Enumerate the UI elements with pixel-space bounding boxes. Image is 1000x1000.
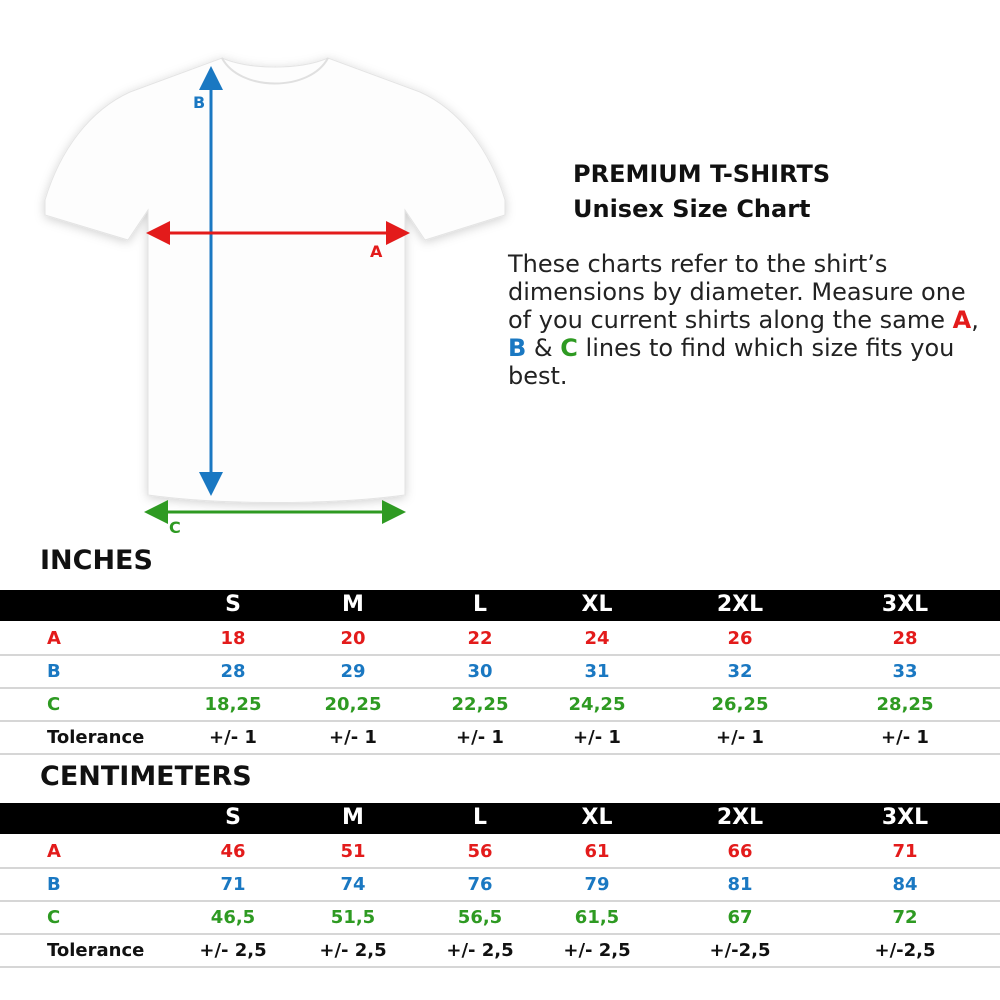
instructions: These charts refer to the shirt’s dimens… [508,250,988,390]
table-row: A 18 20 22 24 26 28 [0,623,1000,656]
cell-value: 24 [584,628,610,649]
table-row: Tolerance +/- 2,5 +/- 2,5 +/- 2,5 +/- 2,5 +/-… [0,935,1000,968]
cell-value: 46,5 [210,907,256,928]
cell-value: +/- 2,5 [199,940,267,961]
cell-value: 29 [340,661,366,682]
cell-value: +/- 2,5 [446,940,514,961]
sep: & [526,334,561,362]
cell-value: 79 [584,874,610,895]
table-row: Tolerance +/- 1 +/- 1 +/- 1 +/- 1 +/- 1 +/- 1 [0,722,1000,755]
tshirt-diagram: B A C [44,57,506,537]
row-label: A [47,841,61,862]
row-label: A [47,628,61,649]
size-header-row: S M L XL 2XL 3XL [0,590,1000,621]
table-row: A 46 51 56 61 66 71 [0,836,1000,869]
row-label: Tolerance [47,727,145,748]
chart-subtitle: Unisex Size Chart [573,195,811,223]
cell-value: +/- 1 [456,727,504,748]
row-label: B [47,874,61,895]
letter-c: C [560,334,578,362]
sep: , [971,306,979,334]
cell-value: 51 [340,841,366,862]
centimeters-table: S M L XL 2XL 3XL A 46 51 56 61 66 71 B 71 74 76 79 81 84 C 46… [0,803,1000,968]
label-b: B [193,93,205,112]
cell-value: 26 [727,628,753,649]
cell-value: 51,5 [330,907,376,928]
inches-title: INCHES [40,545,153,576]
size-header: XL [581,805,613,830]
cell-value: +/- 1 [716,727,764,748]
table-row: C 18,25 20,25 22,25 24,25 26,25 28,25 [0,689,1000,722]
cell-value: 30 [467,661,493,682]
cell-value: 26,25 [711,694,769,715]
table-row: B 71 74 76 79 81 84 [0,869,1000,902]
size-header: XL [581,592,613,617]
size-header: L [472,805,488,830]
instructions-text: These charts refer to the shirt’s dimens… [508,250,966,334]
cell-value: 20,25 [324,694,382,715]
cell-value: 56 [467,841,493,862]
row-label: C [47,907,61,928]
chart-title: PREMIUM T-SHIRTS [573,160,831,188]
table-row: B 28 29 30 31 32 33 [0,656,1000,689]
cell-value: 22 [467,628,493,649]
cell-value: +/- 1 [209,727,257,748]
size-header: S [225,805,241,830]
inches-table: S M L XL 2XL 3XL A 18 20 22 24 26 28 B 28 29 30 31 32 33 C 18… [0,590,1000,755]
cell-value: 74 [340,874,366,895]
cell-value: 28,25 [876,694,934,715]
label-c: C [169,518,181,537]
cell-value: 24,25 [568,694,626,715]
cell-value: 61 [584,841,610,862]
label-a: A [370,242,383,261]
cell-value: +/- 1 [573,727,621,748]
size-header: M [342,805,364,830]
cell-value: 66 [727,841,753,862]
size-header: L [472,592,488,617]
size-header-row: S M L XL 2XL 3XL [0,803,1000,834]
cell-value: +/- 2,5 [319,940,387,961]
cell-value: 81 [727,874,753,895]
cell-value: +/-2,5 [709,940,771,961]
size-header: 2XL [716,592,764,617]
cell-value: 31 [584,661,610,682]
tshirt-shape [44,57,506,503]
cell-value: 28 [892,628,918,649]
cell-value: 28 [220,661,246,682]
cell-value: 76 [467,874,493,895]
size-header: 3XL [881,805,929,830]
cell-value: 18 [220,628,246,649]
cell-value: 61,5 [574,907,620,928]
cell-value: +/-2,5 [874,940,936,961]
cell-value: +/- 1 [329,727,377,748]
row-label: C [47,694,61,715]
cell-value: +/- 2,5 [563,940,631,961]
centimeters-title: CENTIMETERS [40,761,252,792]
cell-value: 72 [892,907,918,928]
row-label: B [47,661,61,682]
cell-value: +/- 1 [881,727,929,748]
cell-value: 33 [892,661,918,682]
cell-value: 22,25 [451,694,509,715]
cell-value: 20 [340,628,366,649]
cell-value: 71 [892,841,918,862]
instructions-text: lines to find which size fits you best. [508,334,955,390]
size-header: 2XL [716,805,764,830]
table-row: C 46,5 51,5 56,5 61,5 67 72 [0,902,1000,935]
cell-value: 67 [727,907,753,928]
letter-b: B [508,334,527,362]
cell-value: 56,5 [457,907,503,928]
row-label: Tolerance [47,940,145,961]
cell-value: 18,25 [204,694,262,715]
cell-value: 71 [220,874,246,895]
size-header: 3XL [881,592,929,617]
cell-value: 32 [727,661,753,682]
cell-value: 84 [892,874,918,895]
size-header: M [342,592,364,617]
size-header: S [225,592,241,617]
cell-value: 46 [220,841,246,862]
letter-a: A [952,306,972,334]
